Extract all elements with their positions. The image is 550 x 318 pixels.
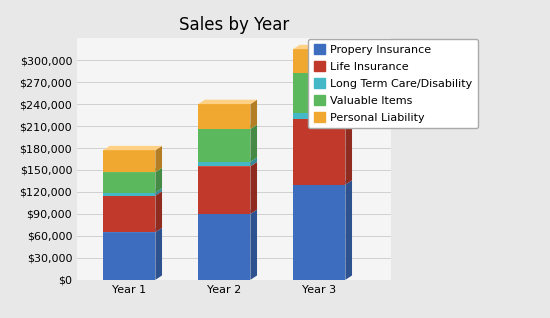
Bar	[103, 150, 156, 172]
Polygon shape	[103, 228, 162, 232]
Polygon shape	[198, 100, 257, 104]
Bar	[198, 129, 250, 162]
Polygon shape	[198, 210, 257, 214]
Bar	[103, 193, 156, 196]
Bar	[293, 119, 345, 185]
Polygon shape	[250, 100, 257, 129]
Polygon shape	[198, 125, 257, 129]
Polygon shape	[250, 162, 257, 214]
Polygon shape	[345, 180, 352, 280]
Bar	[293, 185, 345, 280]
Polygon shape	[293, 114, 352, 119]
Polygon shape	[250, 125, 257, 162]
Bar	[198, 166, 250, 214]
Polygon shape	[345, 114, 352, 185]
Bar	[198, 104, 250, 129]
Polygon shape	[293, 180, 352, 185]
Polygon shape	[156, 191, 162, 232]
Polygon shape	[156, 168, 162, 193]
Bar	[103, 196, 156, 232]
Polygon shape	[198, 158, 257, 162]
Polygon shape	[250, 158, 257, 166]
Bar	[293, 49, 345, 73]
Bar	[103, 232, 156, 280]
Polygon shape	[198, 162, 257, 166]
Polygon shape	[103, 191, 162, 196]
Polygon shape	[250, 210, 257, 280]
Polygon shape	[345, 68, 352, 113]
Legend: Propery Insurance, Life Insurance, Long Term Care/Disability, Valuable Items, Pe: Propery Insurance, Life Insurance, Long …	[309, 39, 478, 128]
Bar	[198, 162, 250, 166]
Polygon shape	[103, 188, 162, 193]
Polygon shape	[156, 228, 162, 280]
Polygon shape	[103, 146, 162, 150]
Polygon shape	[293, 68, 352, 73]
Polygon shape	[293, 45, 352, 49]
Bar	[293, 73, 345, 113]
Bar	[293, 113, 345, 119]
Polygon shape	[345, 45, 352, 73]
Polygon shape	[156, 146, 162, 172]
Polygon shape	[156, 188, 162, 196]
Bar	[103, 172, 156, 193]
Title: Sales by Year: Sales by Year	[179, 16, 289, 34]
Polygon shape	[293, 108, 352, 113]
Polygon shape	[345, 108, 352, 119]
Bar	[198, 214, 250, 280]
Polygon shape	[103, 168, 162, 172]
